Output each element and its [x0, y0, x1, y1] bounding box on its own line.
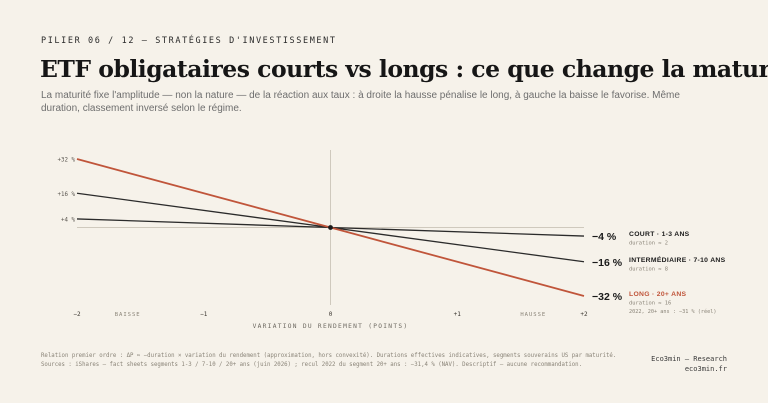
footnote: Relation premier ordre : ΔP ≈ −duration … [41, 352, 616, 370]
end-value-label: −32 % [592, 291, 623, 303]
x-tick-label: +1 [454, 311, 462, 318]
end-value-label: −16 % [592, 257, 623, 269]
x-tick-label: −2 [73, 311, 81, 318]
x-tick-label: +2 [580, 311, 588, 318]
x-tick-label: 0 [329, 311, 333, 318]
region-label-left: BAISSE [115, 312, 141, 318]
footnote-line-1: Relation premier ordre : ΔP ≈ −duration … [41, 353, 617, 359]
series-duration-label: duration ≈ 2 [629, 241, 668, 247]
x-axis-label: VARIATION DU RENDEMENT (POINTS) [253, 323, 409, 330]
series-legend-label: INTERMÉDIAIRE · 7-10 ANS [629, 255, 726, 264]
footnote-line-2: Sources : iShares — fact sheets segments… [41, 362, 583, 368]
series-note: 2022, 20+ ans : −31 % (réel) [629, 308, 716, 315]
series-legend-label: COURT · 1-3 ANS [629, 231, 690, 238]
x-tick-label: −1 [200, 311, 208, 318]
brand-url: eco3min.fr [684, 365, 727, 373]
brand-name: Eco3min — Research [651, 355, 727, 363]
y-tick-label: +4 % [61, 217, 75, 223]
series-duration-label: duration ≈ 8 [629, 266, 668, 272]
series-duration-label: duration ≈ 16 [629, 301, 671, 307]
subtitle: La maturité fixe l'amplitude — non la na… [41, 90, 680, 114]
y-tick-label: +16 % [58, 192, 76, 198]
origin-point [328, 225, 333, 230]
y-tick-label: +32 % [58, 158, 76, 164]
page-title: ETF obligataires courts vs longs : ce qu… [40, 55, 768, 83]
series-legend-label: LONG · 20+ ANS [629, 291, 687, 298]
kicker: PILIER 06 / 12 — STRATÉGIES D'INVESTISSE… [41, 36, 337, 46]
brand: Eco3min — Research eco3min.fr [651, 354, 727, 374]
region-label-right: HAUSSE [520, 312, 546, 318]
end-value-label: −4 % [592, 231, 617, 243]
